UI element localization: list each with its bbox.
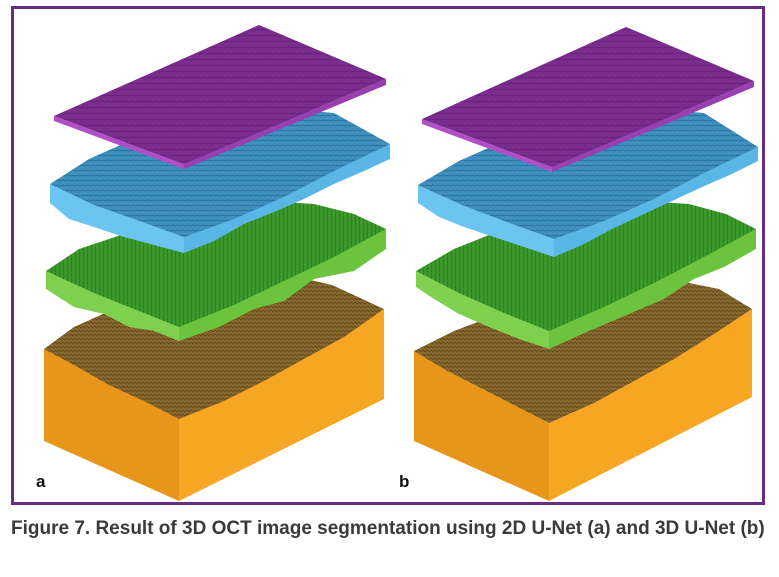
panel-a: a — [36, 25, 390, 501]
panel-a-top-layer — [54, 25, 386, 169]
panel-b-label: b — [399, 472, 409, 491]
figure-frame: a — [11, 6, 765, 505]
panel-a-label: a — [36, 472, 46, 491]
figure-7-graphic: a — [36, 25, 758, 501]
figure-caption: Figure 7. Result of 3D OCT image segment… — [11, 518, 765, 539]
panel-b: b — [399, 27, 758, 501]
panel-b-top-layer — [422, 27, 754, 172]
